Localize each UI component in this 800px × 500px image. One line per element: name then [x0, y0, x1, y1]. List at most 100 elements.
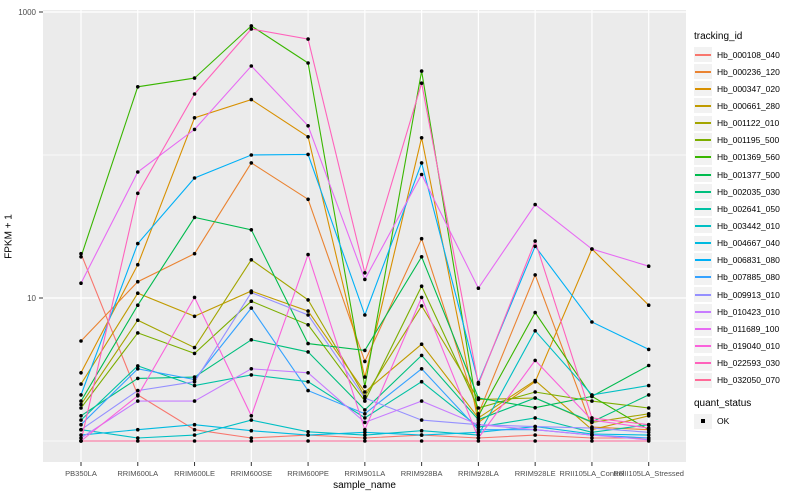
- x-tick-label: RRIM928LE: [515, 469, 556, 478]
- legend-key-swatch: [694, 81, 712, 97]
- legend-item-label: Hb_001195_500: [717, 135, 780, 146]
- legend-item-label: Hb_010423_010: [717, 306, 780, 317]
- legend-item-label: Hb_004667_040: [717, 238, 780, 249]
- legend-key-swatch: [694, 115, 712, 131]
- legend-key-swatch: [694, 413, 712, 429]
- legend-title-tracking-id: tracking_id: [694, 31, 743, 42]
- legend-item-label: Hb_006831_080: [717, 255, 780, 266]
- x-tick-label: RRIM600LA: [117, 469, 158, 478]
- legend-item-label: Hb_022593_030: [717, 358, 780, 369]
- legend-line-icon: [695, 53, 711, 56]
- legend-item-Hb_001195_500: Hb_001195_500: [694, 132, 800, 149]
- black-square-point-icon: [701, 419, 705, 424]
- x-tick-label: PB350LA: [65, 469, 97, 478]
- legend-item-Hb_001122_010: Hb_001122_010: [694, 115, 800, 132]
- legend-key-swatch: [694, 235, 712, 251]
- legend-key-swatch: [694, 64, 712, 80]
- legend-item-label: Hb_009913_010: [717, 289, 780, 300]
- legend-key-swatch: [694, 47, 712, 63]
- legend-item-label: Hb_019040_010: [717, 340, 780, 351]
- legend-line-icon: [695, 259, 711, 262]
- legend-item-Hb_001369_560: Hb_001369_560: [694, 149, 800, 166]
- legend-key-swatch: [694, 98, 712, 114]
- legend-item-quant-OK: OK: [694, 413, 800, 430]
- x-tick-label: RRIM928LA: [458, 469, 499, 478]
- legend-item-Hb_002641_050: Hb_002641_050: [694, 200, 800, 217]
- legend-line-icon: [695, 70, 711, 73]
- legend-item-Hb_006831_080: Hb_006831_080: [694, 252, 800, 269]
- legend-line-icon: [695, 139, 711, 142]
- legend-line-icon: [695, 379, 711, 382]
- legend-key-swatch: [694, 201, 712, 217]
- legend-line-icon: [695, 293, 711, 296]
- legend-key-swatch: [694, 184, 712, 200]
- legend-item-Hb_000236_120: Hb_000236_120: [694, 63, 800, 80]
- y-tick-label: 10: [27, 294, 36, 303]
- legend-item-label: Hb_007885_080: [717, 272, 780, 283]
- series-points-Hb_032050_070: [79, 439, 651, 443]
- series-points-Hb_003442_010: [79, 329, 651, 440]
- legend-item-Hb_000347_020: Hb_000347_020: [694, 80, 800, 97]
- legend-line-icon: [695, 362, 711, 365]
- legend-line-icon: [695, 87, 711, 90]
- legend-item-label: Hb_002035_030: [717, 186, 780, 197]
- legend-item-label: Hb_000661_280: [717, 100, 780, 111]
- legend-key-swatch: [694, 252, 712, 268]
- legend-key-swatch: [694, 149, 712, 165]
- legend-line-icon: [695, 224, 711, 227]
- legend-item-Hb_019040_010: Hb_019040_010: [694, 337, 800, 354]
- series-points-Hb_001195_500: [79, 284, 651, 410]
- x-tick-label: RRIM600LE: [174, 469, 215, 478]
- legend-item-Hb_004667_040: Hb_004667_040: [694, 235, 800, 252]
- legend-key-swatch: [694, 269, 712, 285]
- legend-key-swatch: [694, 304, 712, 320]
- legend-key-swatch: [694, 355, 712, 371]
- legend-item-Hb_011689_100: Hb_011689_100: [694, 320, 800, 337]
- series-points-Hb_002035_030: [79, 338, 651, 424]
- legend-key-swatch: [694, 287, 712, 303]
- legend-line-icon: [695, 190, 711, 193]
- legend-item-Hb_022593_030: Hb_022593_030: [694, 355, 800, 372]
- legend-item-Hb_000108_040: Hb_000108_040: [694, 46, 800, 63]
- legend-line-icon: [695, 327, 711, 330]
- legend-item-label: Hb_000108_040: [717, 49, 780, 60]
- legend-item-label: Hb_003442_010: [717, 220, 780, 231]
- legend-item-Hb_032050_070: Hb_032050_070: [694, 372, 800, 389]
- x-tick-label: RRIM600PE: [287, 469, 329, 478]
- legend-items: Hb_000108_040 Hb_000236_120 Hb_000347_020 H…: [694, 46, 800, 389]
- legend-item-label: Hb_001377_500: [717, 169, 780, 180]
- legend-key-swatch: [694, 372, 712, 388]
- legend-item-label: Hb_000236_120: [717, 66, 780, 77]
- legend-item-label: Hb_001122_010: [717, 118, 780, 129]
- legend-key-swatch: [694, 321, 712, 337]
- series-points-Hb_010423_010: [79, 367, 651, 442]
- legend-key-swatch: [694, 167, 712, 183]
- legend-item-Hb_000661_280: Hb_000661_280: [694, 97, 800, 114]
- y-axis-title: FPKM + 1: [3, 214, 15, 259]
- legend-line-icon: [695, 122, 711, 125]
- data-points: [79, 24, 651, 443]
- legend-item-label: Hb_011689_100: [717, 323, 780, 334]
- legend-item-label: Hb_001369_560: [717, 152, 780, 163]
- legend-line-icon: [695, 242, 711, 245]
- legend-line-icon: [695, 104, 711, 107]
- legend-line-icon: [695, 276, 711, 279]
- legend-item-Hb_001377_500: Hb_001377_500: [694, 166, 800, 183]
- legend-title-quant-status: quant_status: [694, 397, 752, 409]
- legend-key-swatch: [694, 338, 712, 354]
- legend-line-icon: [695, 207, 711, 210]
- x-tick-label: RRII105LA_Control: [559, 469, 624, 478]
- legend-item-Hb_002035_030: Hb_002035_030: [694, 183, 800, 200]
- legend-line-icon: [695, 344, 711, 347]
- legend-line-icon: [695, 173, 711, 176]
- legend-quant-status-block: quant_status OK: [694, 398, 800, 430]
- x-axis-title: sample_name: [333, 480, 396, 491]
- legend-quant-items: OK: [694, 413, 800, 430]
- legend-item-Hb_007885_080: Hb_007885_080: [694, 269, 800, 286]
- legend-key-swatch: [694, 218, 712, 234]
- legend-item-Hb_009913_010: Hb_009913_010: [694, 286, 800, 303]
- legend-line-icon: [695, 310, 711, 313]
- legend-item-label: Hb_000347_020: [717, 83, 780, 94]
